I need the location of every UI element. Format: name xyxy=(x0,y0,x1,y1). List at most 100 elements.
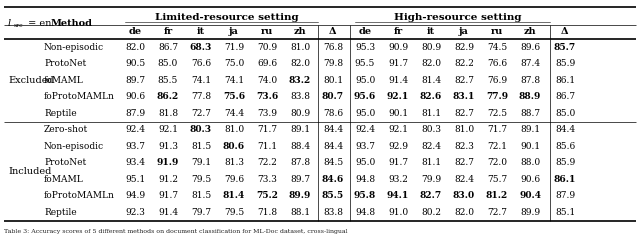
Text: 82.0: 82.0 xyxy=(454,208,474,217)
Text: de: de xyxy=(358,27,372,36)
Text: 85.5: 85.5 xyxy=(322,191,344,200)
Text: 81.1: 81.1 xyxy=(421,109,441,118)
Text: Non-episodic: Non-episodic xyxy=(44,142,104,151)
Text: 73.9: 73.9 xyxy=(257,109,277,118)
Text: src: src xyxy=(13,23,23,28)
Text: 93.4: 93.4 xyxy=(125,158,145,167)
Text: 90.9: 90.9 xyxy=(388,43,408,52)
Text: 91.7: 91.7 xyxy=(158,191,178,200)
Text: 89.7: 89.7 xyxy=(290,175,310,184)
Text: 95.0: 95.0 xyxy=(355,158,375,167)
Text: ru: ru xyxy=(261,27,273,36)
Text: 76.6: 76.6 xyxy=(191,59,211,68)
Text: 82.4: 82.4 xyxy=(454,175,474,184)
Text: 84.4: 84.4 xyxy=(555,125,575,134)
Text: 82.0: 82.0 xyxy=(421,59,441,68)
Text: 79.5: 79.5 xyxy=(224,208,244,217)
Text: 91.7: 91.7 xyxy=(388,59,408,68)
Text: 87.9: 87.9 xyxy=(555,191,575,200)
Text: 90.4: 90.4 xyxy=(519,191,541,200)
Text: 92.3: 92.3 xyxy=(125,208,145,217)
Text: zh: zh xyxy=(524,27,536,36)
Text: 85.6: 85.6 xyxy=(555,142,575,151)
Text: 92.9: 92.9 xyxy=(388,142,408,151)
Text: 95.0: 95.0 xyxy=(355,76,375,85)
Text: 87.8: 87.8 xyxy=(290,158,310,167)
Text: 90.1: 90.1 xyxy=(520,142,540,151)
Text: 89.1: 89.1 xyxy=(520,125,540,134)
Text: 91.3: 91.3 xyxy=(158,142,178,151)
Text: 95.1: 95.1 xyxy=(125,175,145,184)
Text: fr: fr xyxy=(394,27,403,36)
Text: 83.1: 83.1 xyxy=(453,92,475,101)
Text: 85.5: 85.5 xyxy=(158,76,178,85)
Text: Non-episodic: Non-episodic xyxy=(44,43,104,52)
Text: l: l xyxy=(8,19,11,27)
Text: ProtoNet: ProtoNet xyxy=(44,158,86,167)
Text: ja: ja xyxy=(459,27,469,36)
Text: 72.2: 72.2 xyxy=(257,158,277,167)
Text: 75.7: 75.7 xyxy=(487,175,507,184)
Text: 81.0: 81.0 xyxy=(224,125,244,134)
Text: 91.9: 91.9 xyxy=(157,158,179,167)
Text: 80.9: 80.9 xyxy=(290,109,310,118)
Text: 94.8: 94.8 xyxy=(355,175,375,184)
Text: 95.8: 95.8 xyxy=(354,191,376,200)
Text: 79.7: 79.7 xyxy=(191,208,211,217)
Text: 81.0: 81.0 xyxy=(290,43,310,52)
Text: 76.8: 76.8 xyxy=(323,43,343,52)
Text: 82.7: 82.7 xyxy=(420,191,442,200)
Text: 80.7: 80.7 xyxy=(322,92,344,101)
Text: foProtoMAMLn: foProtoMAMLn xyxy=(44,191,115,200)
Text: 86.7: 86.7 xyxy=(555,92,575,101)
Text: = en: = en xyxy=(25,19,51,27)
Text: 83.8: 83.8 xyxy=(290,92,310,101)
Text: 71.8: 71.8 xyxy=(257,208,277,217)
Text: 72.7: 72.7 xyxy=(487,208,507,217)
Text: 87.9: 87.9 xyxy=(125,109,145,118)
Text: 80.3: 80.3 xyxy=(421,125,441,134)
Text: 85.9: 85.9 xyxy=(555,59,575,68)
Text: 88.9: 88.9 xyxy=(519,92,541,101)
Text: 92.1: 92.1 xyxy=(387,92,409,101)
Text: Excluded: Excluded xyxy=(8,76,54,85)
Text: 83.0: 83.0 xyxy=(453,191,475,200)
Text: 86.2: 86.2 xyxy=(157,92,179,101)
Text: 77.9: 77.9 xyxy=(486,92,508,101)
Text: 80.3: 80.3 xyxy=(190,125,212,134)
Text: 82.9: 82.9 xyxy=(454,43,474,52)
Text: 82.2: 82.2 xyxy=(454,59,474,68)
Text: 76.6: 76.6 xyxy=(487,59,507,68)
Text: Table 3: Accuracy scores of 5 different methods on document classification for M: Table 3: Accuracy scores of 5 different … xyxy=(4,228,348,234)
Text: 89.1: 89.1 xyxy=(290,125,310,134)
Text: 85.0: 85.0 xyxy=(158,59,178,68)
Text: 76.9: 76.9 xyxy=(487,76,507,85)
Text: 93.2: 93.2 xyxy=(388,175,408,184)
Text: 84.6: 84.6 xyxy=(322,175,344,184)
Text: 72.0: 72.0 xyxy=(487,158,507,167)
Text: foProtoMAMLn: foProtoMAMLn xyxy=(44,92,115,101)
Text: Δ: Δ xyxy=(329,27,337,36)
Text: 74.0: 74.0 xyxy=(257,76,277,85)
Text: 75.6: 75.6 xyxy=(223,92,245,101)
Text: 90.1: 90.1 xyxy=(388,109,408,118)
Text: ja: ja xyxy=(229,27,239,36)
Text: High-resource setting: High-resource setting xyxy=(394,12,521,21)
Text: Reptile: Reptile xyxy=(44,109,77,118)
Text: 83.2: 83.2 xyxy=(289,76,311,85)
Text: 79.6: 79.6 xyxy=(224,175,244,184)
Text: 84.4: 84.4 xyxy=(323,125,343,134)
Text: 86.7: 86.7 xyxy=(158,43,178,52)
Text: Zero-shot: Zero-shot xyxy=(44,125,88,134)
Text: 90.6: 90.6 xyxy=(520,175,540,184)
Text: 95.6: 95.6 xyxy=(354,92,376,101)
Text: 88.1: 88.1 xyxy=(290,208,310,217)
Text: 92.1: 92.1 xyxy=(388,125,408,134)
Text: 81.5: 81.5 xyxy=(191,191,211,200)
Text: 91.4: 91.4 xyxy=(388,76,408,85)
Text: 91.7: 91.7 xyxy=(388,158,408,167)
Text: it: it xyxy=(427,27,435,36)
Text: 82.7: 82.7 xyxy=(454,158,474,167)
Text: 85.9: 85.9 xyxy=(555,158,575,167)
Text: 85.7: 85.7 xyxy=(554,43,576,52)
